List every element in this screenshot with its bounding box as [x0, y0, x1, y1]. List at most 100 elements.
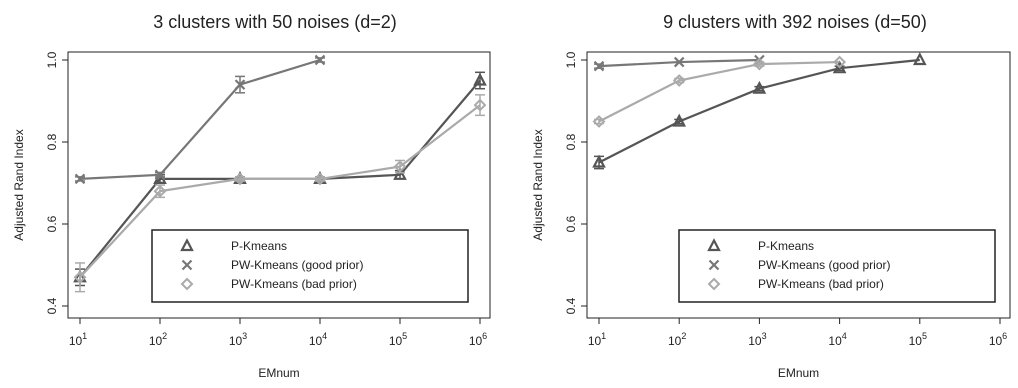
data-point: [752, 80, 767, 94]
data-point: [473, 98, 487, 112]
x-tick-base: 10: [748, 334, 762, 348]
series-3: [73, 94, 487, 293]
y-tick-label: 0.4: [564, 297, 578, 314]
y-tick-label: 0.4: [45, 297, 59, 314]
data-point: [592, 154, 606, 168]
plot-frame: [586, 51, 1011, 319]
x-tick-label: 104: [828, 331, 846, 348]
series-line: [598, 58, 920, 164]
chart-title: 3 clusters with 50 noises (d=2): [153, 12, 397, 32]
legend-label: P-Kmeans: [231, 239, 287, 253]
data-point: [314, 54, 326, 66]
data-point: [593, 60, 605, 72]
legend-label: PW-Kmeans (good prior): [758, 258, 891, 272]
legend-marker: [181, 259, 193, 271]
data-point: [74, 173, 86, 185]
x-tick-label: 106: [469, 331, 487, 348]
series-2: [74, 54, 326, 185]
x-tick-base: 10: [389, 334, 403, 348]
x-tick-base: 10: [469, 334, 483, 348]
x-tick-base: 10: [309, 334, 323, 348]
x-tick-base: 10: [588, 334, 602, 348]
data-point: [912, 52, 927, 66]
legend-box: [151, 229, 469, 303]
data-point: [233, 172, 247, 186]
x-tick-base: 10: [668, 334, 682, 348]
x-tick-label: 101: [69, 331, 87, 348]
series-3: [592, 55, 847, 128]
x-tick-label: 102: [668, 331, 686, 348]
data-point: [393, 166, 407, 180]
legend: P-Kmeans PW-Kmeans (good prior) PW-Kmeans …: [151, 229, 469, 303]
x-tick-label: 105: [389, 331, 407, 348]
data-point: [393, 160, 407, 174]
legend-marker: [180, 277, 194, 291]
x-tick-exponent: 6: [482, 331, 487, 341]
x-tick-exponent: 3: [242, 331, 247, 341]
x-tick-base: 10: [989, 334, 1003, 348]
legend-label: PW-Kmeans (bad prior): [231, 277, 357, 291]
x-tick-exponent: 2: [162, 331, 167, 341]
legend-marker: [707, 238, 721, 252]
y-tick-label: 0.8: [45, 133, 59, 150]
legend: P-Kmeans PW-Kmeans (good prior) PW-Kmeans …: [678, 229, 996, 303]
data-point: [673, 56, 685, 68]
data-point: [153, 184, 167, 198]
x-tick-label: 103: [229, 331, 247, 348]
legend-marker: [708, 259, 720, 271]
x-tick-base: 10: [69, 334, 83, 348]
data-point: [592, 115, 606, 128]
chart-title: 9 clusters with 392 noises (d=50): [663, 12, 927, 32]
y-tick-label: 1.0: [45, 51, 59, 68]
x-tick-exponent: 1: [601, 331, 606, 341]
plot-frame: [67, 51, 491, 319]
data-point: [833, 55, 847, 69]
x-tick-label: 104: [309, 331, 327, 348]
series-2: [593, 54, 765, 72]
series-line: [79, 58, 321, 180]
series-line: [598, 60, 840, 123]
x-tick-exponent: 5: [922, 331, 927, 341]
data-point: [73, 270, 87, 284]
x-tick-exponent: 5: [402, 331, 407, 341]
y-axis-label: Adjusted Rand Index: [12, 129, 26, 240]
data-point: [832, 60, 847, 74]
y-tick-label: 1.0: [564, 51, 578, 68]
data-point: [154, 169, 166, 181]
legend-marker: [180, 238, 194, 252]
data-point: [313, 172, 327, 186]
x-axis-label: EMnum: [258, 366, 299, 380]
x-tick-exponent: 1: [82, 331, 87, 341]
data-point: [672, 113, 687, 127]
x-tick-exponent: 4: [322, 331, 327, 341]
x-tick-base: 10: [828, 334, 842, 348]
chart-panel-2: 9 clusters with 392 noises (d=50) Adjuste…: [531, 12, 1011, 380]
x-tick-label: 103: [748, 331, 766, 348]
x-axis-label: EMnum: [778, 366, 819, 380]
data-point: [234, 79, 246, 90]
legend-label: PW-Kmeans (good prior): [231, 258, 364, 272]
y-tick-label: 0.6: [45, 215, 59, 232]
x-tick-label: 105: [909, 331, 927, 348]
data-point: [473, 72, 487, 86]
x-tick-exponent: 6: [1002, 331, 1007, 341]
x-tick-exponent: 2: [681, 331, 686, 341]
x-tick-label: 101: [588, 331, 606, 348]
y-tick-label: 0.8: [564, 133, 578, 150]
x-tick-base: 10: [909, 334, 923, 348]
x-tick-label: 102: [149, 331, 167, 348]
data-point: [672, 74, 686, 87]
chart-panel-1: 3 clusters with 50 noises (d=2) Adjusted …: [12, 12, 491, 380]
legend-label: P-Kmeans: [758, 239, 814, 253]
x-tick-exponent: 4: [842, 331, 847, 341]
x-tick-exponent: 3: [762, 331, 767, 341]
x-tick-base: 10: [229, 334, 243, 348]
x-tick-label: 106: [989, 331, 1007, 348]
legend-label: PW-Kmeans (bad prior): [758, 277, 884, 291]
series-1: [592, 52, 927, 170]
series-line: [79, 104, 481, 279]
legend-marker: [707, 277, 721, 291]
y-axis-label: Adjusted Rand Index: [531, 129, 545, 240]
